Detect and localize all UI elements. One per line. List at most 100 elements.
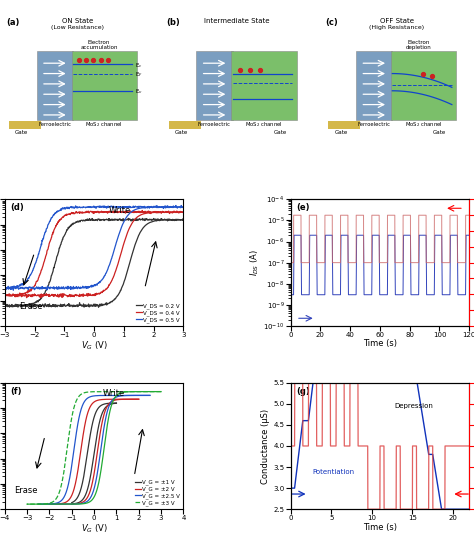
- Text: (Low Resistance): (Low Resistance): [51, 25, 104, 30]
- Text: depletion: depletion: [406, 46, 431, 50]
- V_G = ±2 V: [93, 398, 99, 404]
- V_G = ±3 V: [79, 391, 84, 397]
- Text: Gate: Gate: [273, 130, 287, 136]
- Legend: V_G = ±1 V, V_G = ±2 V, V_G = ±2.5 V, V_G = ±3 V: V_G = ±1 V, V_G = ±2 V, V_G = ±2.5 V, V_…: [135, 479, 181, 507]
- V_G = ±3 V: [95, 389, 100, 395]
- V_G = ±1 V: [69, 500, 74, 506]
- Text: Gate: Gate: [174, 130, 188, 136]
- Text: Potentiation: Potentiation: [312, 469, 354, 475]
- Line: V_G = ±3 V: V_G = ±3 V: [27, 392, 161, 504]
- Text: (f): (f): [10, 386, 22, 396]
- V_G = ±3 V: [48, 500, 54, 506]
- V_G = ±3 V: [86, 389, 91, 395]
- Text: MoS$_2$ channel: MoS$_2$ channel: [245, 121, 283, 129]
- V_G = ±2 V: [49, 501, 55, 507]
- Text: OFF State: OFF State: [380, 18, 414, 24]
- V_G = ±2 V: [83, 418, 89, 425]
- V_G = ±3 V: [27, 501, 33, 508]
- Text: ON State: ON State: [62, 18, 93, 24]
- Text: Electron: Electron: [88, 40, 110, 44]
- V_DS = 0.4 V: [95, 209, 101, 215]
- V_DS = 0.2 V: [94, 217, 100, 224]
- V_DS = 0.2 V: [6, 302, 11, 309]
- Bar: [196, 50, 233, 120]
- Text: Gate: Gate: [334, 130, 347, 136]
- Text: (g): (g): [296, 386, 310, 396]
- V_DS = 0.2 V: [74, 219, 80, 225]
- Bar: [391, 50, 456, 120]
- X-axis label: Time (s): Time (s): [363, 339, 397, 348]
- V_G = ±2.5 V: [94, 392, 100, 399]
- Text: E$_c$: E$_c$: [136, 61, 143, 70]
- Bar: [231, 50, 297, 120]
- V_DS = 0.4 V: [12, 293, 18, 300]
- Text: E$_v$: E$_v$: [136, 87, 143, 96]
- V_DS = 0.2 V: [95, 215, 101, 222]
- V_DS = 0.2 V: [10, 303, 16, 310]
- Line: V_DS = 0.2 V: V_DS = 0.2 V: [5, 218, 183, 307]
- Line: V_DS = 0.4 V: V_DS = 0.4 V: [5, 211, 183, 296]
- V_G = ±1 V: [87, 434, 92, 441]
- Text: accumulation: accumulation: [81, 46, 118, 50]
- Legend: V_DS = 0.2 V, V_DS = 0.4 V, V_DS = 0.5 V: V_DS = 0.2 V, V_DS = 0.4 V, V_DS = 0.5 V: [136, 303, 181, 323]
- V_DS = 0.5 V: [173, 202, 179, 209]
- V_DS = 0.2 V: [181, 216, 186, 222]
- V_DS = 0.5 V: [94, 204, 100, 210]
- V_G = ±2.5 V: [87, 394, 92, 400]
- X-axis label: $V_G$ (V): $V_G$ (V): [81, 523, 108, 535]
- Text: Write: Write: [109, 206, 131, 215]
- V_DS = 0.4 V: [181, 209, 186, 215]
- V_DS = 0.5 V: [6, 285, 11, 292]
- V_G = ±2.5 V: [81, 400, 86, 406]
- Line: V_G = ±1 V: V_G = ±1 V: [72, 403, 117, 503]
- Text: (b): (b): [166, 18, 180, 27]
- V_DS = 0.4 V: [34, 278, 39, 285]
- Text: (High Resistance): (High Resistance): [369, 25, 424, 30]
- Text: (e): (e): [296, 203, 310, 212]
- Text: Erase: Erase: [14, 486, 37, 495]
- V_DS = 0.5 V: [95, 203, 101, 210]
- Text: Ferroelectric: Ferroelectric: [38, 122, 71, 128]
- Bar: [169, 121, 201, 129]
- V_DS = 0.2 V: [83, 217, 89, 224]
- X-axis label: $V_G$ (V): $V_G$ (V): [81, 339, 108, 352]
- Text: (a): (a): [6, 18, 19, 27]
- V_G = ±2.5 V: [38, 501, 44, 508]
- V_G = ±1 V: [90, 421, 95, 428]
- V_DS = 0.4 V: [74, 209, 80, 215]
- V_G = ±1 V: [92, 411, 98, 417]
- V_DS = 0.5 V: [83, 204, 89, 211]
- Text: Gate: Gate: [15, 130, 28, 136]
- V_G = ±3 V: [94, 389, 100, 395]
- V_G = ±2 V: [63, 499, 68, 505]
- Text: Intermediate State: Intermediate State: [204, 18, 270, 24]
- V_DS = 0.4 V: [94, 209, 100, 215]
- Bar: [72, 50, 137, 120]
- Text: (d): (d): [10, 203, 24, 212]
- Bar: [356, 50, 392, 120]
- V_G = ±1 V: [92, 412, 98, 418]
- V_G = ±2.5 V: [36, 501, 41, 508]
- V_G = ±2 V: [136, 396, 142, 403]
- V_DS = 0.2 V: [126, 215, 131, 221]
- Y-axis label: $I_{DS}$ (A): $I_{DS}$ (A): [248, 249, 261, 276]
- V_G = ±2 V: [88, 403, 93, 410]
- V_DS = 0.2 V: [2, 302, 8, 309]
- V_G = ±3 V: [24, 501, 30, 508]
- Text: Write: Write: [103, 389, 125, 398]
- X-axis label: Time (s): Time (s): [363, 523, 397, 532]
- Bar: [36, 50, 73, 120]
- Text: Erase: Erase: [19, 302, 43, 311]
- Line: V_G = ±2 V: V_G = ±2 V: [49, 399, 139, 504]
- Text: Ferroelectric: Ferroelectric: [198, 122, 231, 128]
- Text: Electron: Electron: [407, 40, 429, 44]
- V_DS = 0.4 V: [139, 207, 145, 214]
- V_DS = 0.5 V: [181, 204, 186, 210]
- Text: Ferroelectric: Ferroelectric: [358, 122, 391, 128]
- V_DS = 0.5 V: [74, 204, 80, 211]
- Line: V_G = ±2.5 V: V_G = ±2.5 V: [38, 396, 150, 504]
- V_DS = 0.5 V: [2, 285, 8, 291]
- Line: V_DS = 0.5 V: V_DS = 0.5 V: [5, 205, 183, 288]
- V_G = ±2.5 V: [55, 500, 61, 506]
- V_G = ±3 V: [158, 389, 164, 395]
